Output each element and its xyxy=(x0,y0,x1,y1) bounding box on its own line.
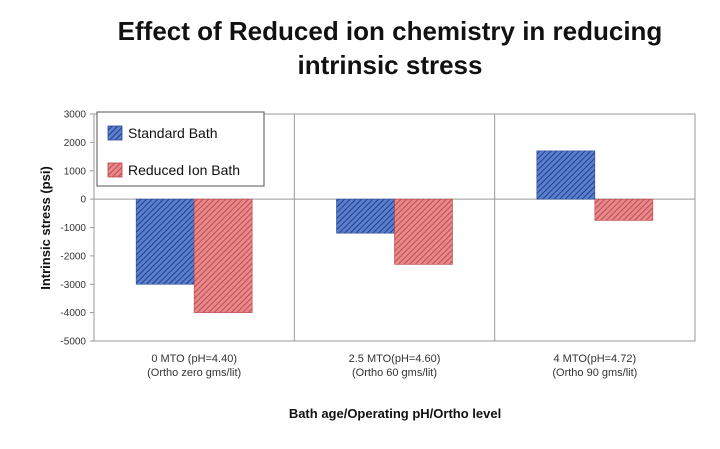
bar-reduced-ion-bath xyxy=(193,198,253,313)
x-category-label: 2.5 MTO(pH=4.60) xyxy=(349,353,441,365)
chart-title: Effect of Reduced ion chemistry in reduc… xyxy=(60,14,720,82)
chart-title-line-1: Effect of Reduced ion chemistry in reduc… xyxy=(117,16,663,46)
bar-standard-bath xyxy=(135,198,195,285)
y-tick-label: 3000 xyxy=(64,110,87,121)
legend: Standard Bath Reduced Ion Bath xyxy=(96,111,265,187)
bar-reduced-ion-bath xyxy=(394,198,453,265)
y-tick-label: -4000 xyxy=(60,308,86,319)
chart-title-line-2: intrinsic stress xyxy=(297,50,483,80)
legend-swatch-standard-bath xyxy=(107,125,123,141)
bar-reduced-ion-bath xyxy=(594,198,654,221)
legend-label-standard-bath: Standard Bath xyxy=(128,125,218,141)
plot-area: 3000 2000 1000 0 -1000 -2000 -3000 -4000 -5000 0 … xyxy=(60,110,696,379)
legend-swatch-reduced-ion-bath xyxy=(107,162,123,178)
x-category-label: 0 MTO (pH=4.40) xyxy=(151,353,237,365)
x-category-sublabel: (Ortho zero gms/lit) xyxy=(147,367,241,379)
legend-box xyxy=(96,111,265,187)
y-tick-label: -1000 xyxy=(60,223,86,234)
y-axis-title: Intrinsic stress (psi) xyxy=(38,166,53,290)
x-category-label: 4 MTO(pH=4.72) xyxy=(554,353,637,365)
y-tick-label: 0 xyxy=(80,195,86,206)
y-tick-label: -3000 xyxy=(60,280,86,291)
y-tick-label: 1000 xyxy=(64,166,87,177)
legend-label-reduced-ion-bath: Reduced Ion Bath xyxy=(128,162,240,178)
bar-standard-bath xyxy=(336,198,395,234)
x-axis-title: Bath age/Operating pH/Ortho level xyxy=(289,406,501,421)
x-category-sublabel: (Ortho 60 gms/lit) xyxy=(352,367,437,379)
y-tick-label: -2000 xyxy=(60,251,86,262)
y-tick-label: 2000 xyxy=(64,138,87,149)
bar-standard-bath xyxy=(536,150,596,200)
y-tick-label: -5000 xyxy=(60,337,86,348)
x-category-sublabel: (Ortho 90 gms/lit) xyxy=(552,367,637,379)
